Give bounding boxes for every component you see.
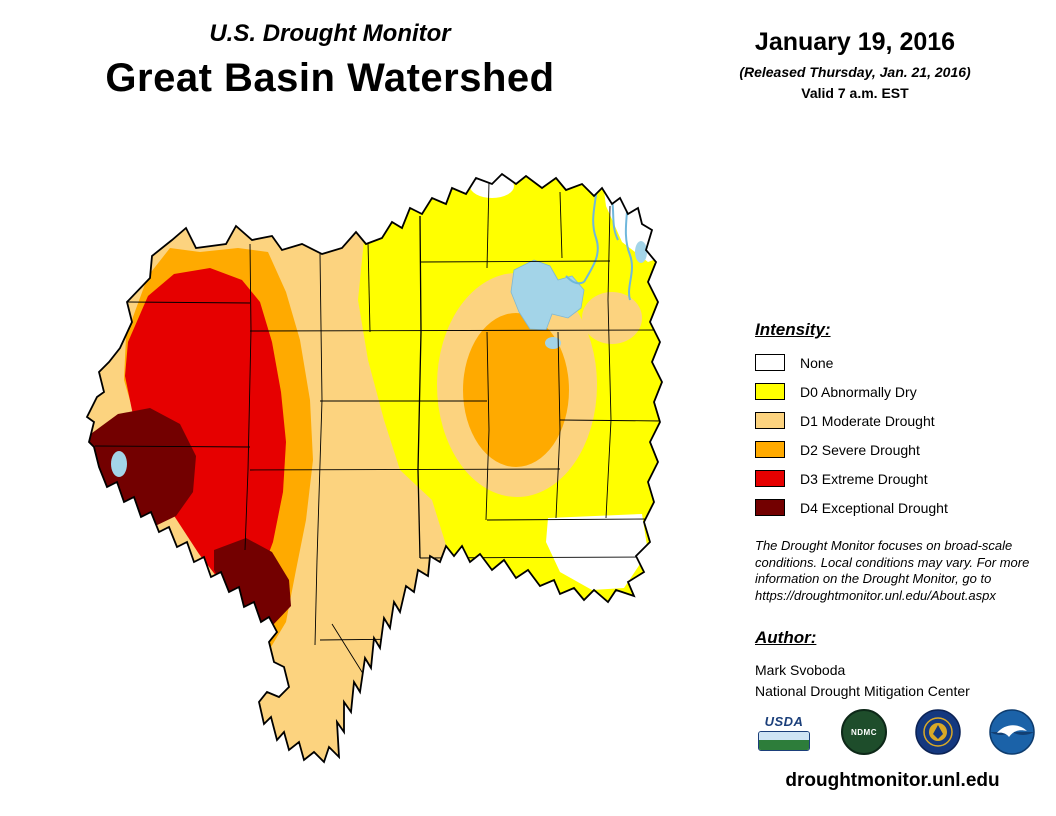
map-date: January 19, 2016 [754, 28, 956, 56]
d3-swatch [755, 470, 785, 487]
usda-logo-text: USDA [764, 713, 804, 729]
legend-label: D2 Severe Drought [800, 441, 920, 458]
legend-item-d4: D4 Exceptional Drought [755, 499, 1040, 516]
header-titles: U.S. Drought Monitor Great Basin Watersh… [30, 20, 630, 101]
legend-label: None [800, 354, 834, 371]
drought-map [60, 160, 680, 790]
legend-item-d3: D3 Extreme Drought [755, 470, 1040, 487]
great-basin-map-svg [85, 172, 663, 764]
none-region-southeast [546, 514, 648, 590]
date-block: January 19, 2016 (Released Thursday, Jan… [700, 28, 1010, 101]
legend-heading: Intensity: [755, 320, 831, 339]
ndmc-logo: NDMC [841, 709, 887, 755]
page-title: Great Basin Watershed [105, 56, 555, 100]
d1-swatch [755, 412, 785, 429]
commerce-seal-logo [915, 709, 961, 755]
legend-item-d0: D0 Abnormally Dry [755, 383, 1040, 400]
lake-tahoe [111, 451, 127, 477]
disclaimer-text: The Drought Monitor focuses on broad-sca… [755, 538, 1030, 603]
legend: Intensity: None D0 Abnormally Dry D1 Mod… [755, 320, 1040, 528]
d1-region-northeast [582, 292, 642, 344]
legend-item-d2: D2 Severe Drought [755, 441, 1040, 458]
d2-swatch [755, 441, 785, 458]
legend-item-none: None [755, 354, 1040, 371]
valid-time: Valid 7 a.m. EST [801, 85, 909, 101]
usda-logo: USDA [755, 714, 813, 751]
author-organization: National Drought Mitigation Center [755, 683, 970, 699]
d4-region-south [214, 538, 291, 626]
author-heading: Author: [755, 628, 817, 647]
legend-label: D1 Moderate Drought [800, 412, 935, 429]
author-panel: Author: Mark Svoboda National Drought Mi… [755, 628, 1040, 702]
legend-label: D3 Extreme Drought [800, 470, 928, 487]
ndmc-logo-text: NDMC [851, 727, 877, 737]
none-swatch [755, 354, 785, 371]
logo-row: USDA NDMC [755, 706, 1035, 758]
d2-region-east [463, 313, 569, 467]
watershed-outline [85, 172, 663, 764]
legend-label: D0 Abnormally Dry [800, 383, 917, 400]
commerce-seal-icon [915, 709, 961, 755]
noaa-seagull-icon [989, 709, 1035, 755]
d0-swatch [755, 383, 785, 400]
great-salt-lake [510, 259, 585, 331]
bear-lake [635, 241, 647, 263]
release-date: (Released Thursday, Jan. 21, 2016) [739, 64, 971, 80]
usda-logo-field-icon [758, 730, 810, 751]
d4-swatch [755, 499, 785, 516]
author-name: Mark Svoboda [755, 662, 846, 678]
program-title: U.S. Drought Monitor [209, 20, 451, 47]
footer-url: droughtmonitor.unl.edu [785, 770, 1000, 791]
legend-label: D4 Exceptional Drought [800, 499, 948, 516]
legend-item-d1: D1 Moderate Drought [755, 412, 1040, 429]
utah-lake [545, 337, 561, 349]
noaa-logo [989, 709, 1035, 755]
